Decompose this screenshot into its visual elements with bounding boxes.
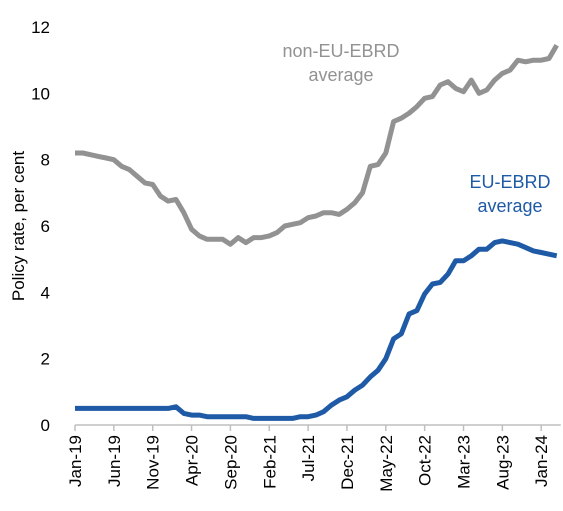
y-tick-label: 10: [31, 84, 50, 103]
x-tick-label: Aug-23: [493, 435, 512, 490]
x-tick-label: Apr-20: [183, 435, 202, 486]
x-tick-label: Oct-22: [416, 435, 435, 486]
x-tick-label: Dec-21: [338, 435, 357, 490]
x-tick-label: Jul-21: [299, 435, 318, 481]
y-tick-label: 0: [41, 416, 50, 435]
y-tick-label: 8: [41, 151, 50, 170]
y-tick-label: 6: [41, 217, 50, 236]
x-tick-label: Sep-20: [221, 435, 240, 490]
x-tick-label: Feb-21: [260, 435, 279, 489]
series-label-line: EU-EBRD: [469, 172, 550, 192]
y-tick-label: 2: [41, 350, 50, 369]
x-tick-label: Nov-19: [144, 435, 163, 490]
series-label-line: average: [477, 196, 542, 216]
x-tick-label: May-22: [377, 435, 396, 492]
x-tick-label: Jan-19: [66, 435, 85, 487]
y-tick-label: 4: [41, 283, 50, 302]
y-tick-label: 12: [31, 18, 50, 37]
series-line: [75, 238, 558, 421]
x-tick-label: Mar-23: [455, 435, 474, 489]
series-label: EU-EBRD average: [469, 172, 550, 216]
series-line: [75, 43, 559, 247]
series-label: non-EU-EBRD average: [282, 41, 399, 85]
x-tick-label: Jun-19: [105, 435, 124, 487]
series-label-line: non-EU-EBRD: [282, 41, 399, 61]
series-label-line: average: [308, 65, 373, 85]
x-tick-label: Jan-24: [532, 435, 551, 487]
y-axis-label: Policy rate, per cent: [9, 151, 28, 302]
